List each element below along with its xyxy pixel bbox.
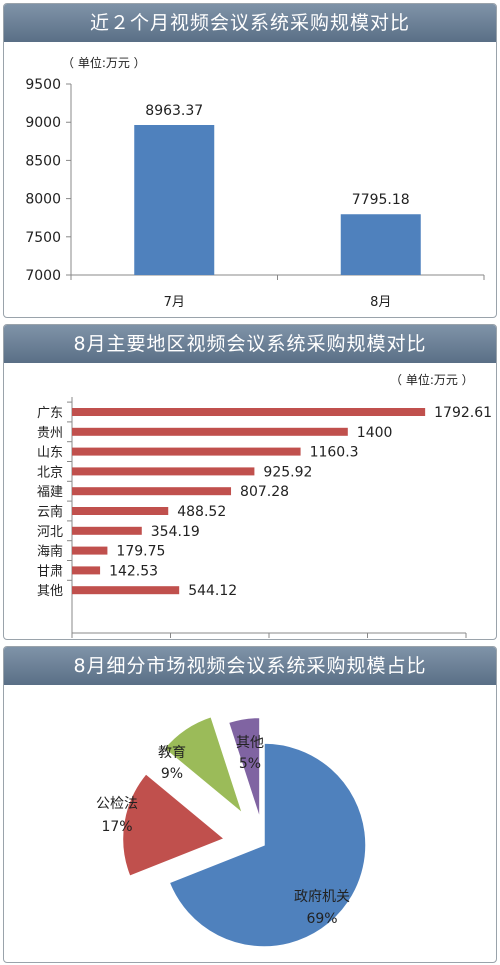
region-chart-body: （ 单位:万元 ） 05001000150020001792.61广东1400贵… [4,363,496,639]
y-tick-label: 7500 [25,230,61,246]
segment-chart-title: 8月细分市场视频会议系统采购规模占比 [4,647,496,685]
bar-value-label: 7795.18 [352,192,410,208]
y-tick-label: 海南 [37,544,63,560]
bar-value-label: 925.92 [263,464,312,480]
y-tick-label: 8500 [25,153,61,169]
bar-value-label: 8963.37 [145,103,203,119]
pie-slice-4 [227,716,261,820]
pie-slice-label: 政府机关 [294,889,350,905]
y-tick-label: 福建 [37,485,63,500]
bar-1 [134,124,215,275]
monthly-chart-unit: （ 单位:万元 ） [62,56,146,70]
bar-10 [72,586,180,595]
segment-pie-chart: 政府机关 69% 公检法 17% 教育 9% 其他 5% [96,715,367,948]
bar-2 [72,427,348,436]
x-tick-label: 7月 [164,295,185,310]
y-tick-label: 广东 [37,406,63,421]
y-tick-label: 河北 [37,525,63,540]
pie-slice-label: 其他 [236,735,264,751]
region-chart-panel: 8月主要地区视频会议系统采购规模对比 （ 单位:万元 ） 05001000150… [3,324,497,640]
bar-5 [72,487,232,496]
bar-1 [72,408,426,416]
bar-value-label: 488.52 [177,504,226,520]
monthly-chart-title: 近２个月视频会议系统采购规模对比 [4,4,496,42]
bar-7 [72,526,142,535]
segment-chart-panel: 8月细分市场视频会议系统采购规模占比 政府机关 69% 公检法 17% 教育 9% 其他 5% [3,646,497,963]
pie-slice-3 [162,715,245,816]
y-tick-label: 其他 [37,584,63,599]
monthly-chart-body: （ 单位:万元 ） 7000 7500 8000 8500 9000 9500 8963.3… [4,42,496,317]
pie-slice-2 [121,772,226,878]
pie-slice-1 [168,742,367,948]
region-chart-title: 8月主要地区视频会议系统采购规模对比 [4,325,496,363]
pie-slice-percent: 17% [101,819,132,835]
bar-value-label: 1160.3 [310,445,359,461]
y-tick-label: 山东 [37,446,63,461]
bar-6 [72,507,169,515]
bar-4 [72,467,255,476]
y-tick-label: 8000 [25,192,61,208]
bar-value-label: 179.75 [116,544,165,560]
y-tick-label: 云南 [37,504,63,520]
pie-slice-percent: 69% [306,911,337,927]
monthly-chart-panel: 近２个月视频会议系统采购规模对比 （ 单位:万元 ） 7000 7500 8000 8… [3,3,497,318]
x-tick-label: 8月 [370,295,391,310]
bar-value-label: 1792.61 [434,405,492,421]
y-tick-label: 9500 [25,77,61,93]
pie-slice-label: 教育 [158,745,186,761]
bar-8 [72,546,108,555]
bar-9 [72,566,101,575]
bar-2 [340,214,421,275]
y-tick-label: 贵州 [37,426,63,441]
bar-value-label: 142.53 [109,563,158,579]
pie-slice-label: 公检法 [96,796,138,812]
pie-slice-percent: 9% [161,766,183,782]
bar-3 [72,447,301,456]
y-tick-label: 7000 [25,268,61,284]
pie-slice-percent: 5% [239,756,261,772]
y-tick-label: 甘肃 [37,564,63,579]
monthly-bar-chart: 7000 7500 8000 8500 9000 9500 8963.37 7月 7795.18… [25,77,485,310]
y-tick-label: 北京 [37,465,63,480]
segment-chart-body: 政府机关 69% 公检法 17% 教育 9% 其他 5% [4,685,496,962]
bar-value-label: 1400 [357,425,393,441]
bar-value-label: 807.28 [240,484,289,500]
region-bar-chart: 05001000150020001792.61广东1400贵州1160.3山东9… [37,397,492,638]
bar-value-label: 354.19 [151,524,200,540]
y-tick-label: 9000 [25,115,61,131]
region-chart-unit: （ 单位:万元 ） [390,373,474,387]
bar-value-label: 544.12 [188,583,237,599]
